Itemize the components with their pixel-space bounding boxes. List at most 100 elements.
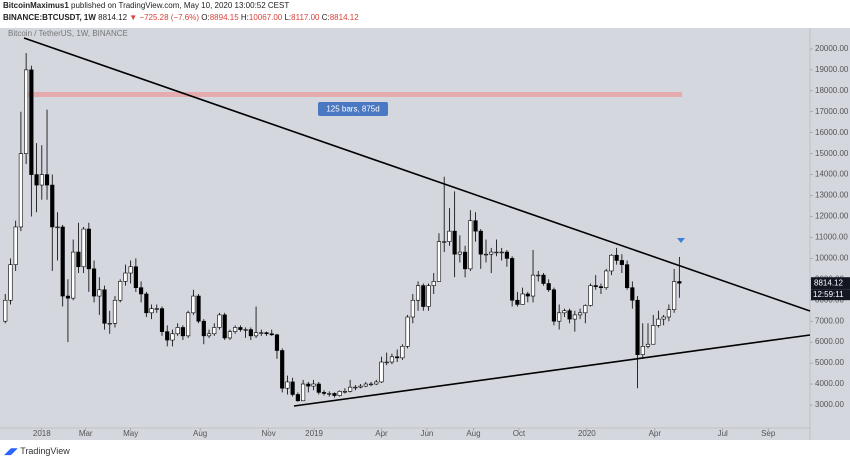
x-tick-label: 2020 [578,429,596,438]
ohlc-value: 10067.00 [248,13,283,22]
candle-body [656,318,661,326]
candle-body [577,312,583,316]
candle-body [264,332,269,335]
candle-body [645,343,651,347]
candle-body [327,393,332,395]
candle-body [29,69,34,175]
candle-body [379,361,384,383]
candle-body [342,391,347,393]
candle-body [410,299,415,318]
x-tick-label: Aug [193,429,207,438]
candle-body [259,332,264,334]
candle-body [405,316,410,347]
candle-body [13,226,18,265]
header: BitcoinMaximus1 published on TradingView… [0,0,850,28]
candle-body [457,251,462,255]
candle-body [60,226,65,297]
y-tick-label: 13000.00 [815,191,849,200]
x-tick-label: Apr [649,429,662,438]
x-tick-label: Jul [718,429,728,438]
candle-body [269,333,274,336]
symbol: BINANCE:BTCUSDT, 1W [3,13,96,22]
last-price: 8814.12 [98,13,128,22]
x-tick-label: Nov [261,429,275,438]
candle-body [374,381,379,385]
candle-body [55,226,60,229]
x-tick-label: Apr [375,429,388,438]
candle-body [149,308,154,314]
candle-body [630,287,635,301]
candle-body [123,272,128,282]
candle-body [65,295,71,299]
candle-body [384,361,389,364]
candle-body [196,295,201,322]
candle-body [583,305,588,314]
candle-body [541,274,546,284]
candle-body [139,287,144,295]
y-tick-label: 7000.00 [815,316,844,325]
brand: TradingView [20,446,70,456]
candle-body [609,254,614,272]
candle-body [285,381,290,389]
candle-body [567,310,572,320]
candle-body [337,391,342,396]
price-axis [810,28,850,440]
candle-body [311,383,316,387]
ohlc-value: 8814.12 [329,13,359,22]
candle-body [34,174,39,186]
y-tick-label: 11000.00 [815,233,848,242]
candle-body [619,260,624,265]
y-tick-label: 15000.00 [815,149,849,158]
candle-body [515,299,520,305]
candle-body [614,254,619,261]
y-tick-label: 6000.00 [815,337,844,346]
y-tick-label: 10000.00 [815,253,849,262]
candle-body [348,386,353,392]
publish-line: BitcoinMaximus1 published on TradingView… [3,1,289,10]
candle-body [489,251,494,255]
candle-body [39,174,44,186]
candle-body [510,258,515,301]
candle-body [452,230,457,255]
marker-arrow [677,238,685,243]
logo: ◢◤ [4,446,18,456]
candle-body [222,314,227,339]
candle-body [421,285,426,307]
candle-body [426,285,431,307]
candle-body [478,230,483,255]
price-tag [811,277,850,290]
candle-body [217,314,222,328]
range-box [318,102,388,116]
candle-body [389,356,395,363]
candle-body [253,332,259,337]
candle-body [201,320,206,337]
plot-area [0,28,810,428]
candle-body [520,293,525,305]
price-tag-label: 8814.12 [814,278,843,287]
y-tick-label: 16000.00 [815,128,849,137]
candle-body [233,327,238,332]
candle-body [295,394,300,402]
candle-body [280,350,285,389]
candle-body [154,308,159,310]
candle-body [666,309,671,318]
resistance-zone [28,92,682,97]
candle-body [468,220,473,270]
published: published on TradingView.com, May 10, 20… [71,1,290,10]
candle-body [44,174,50,186]
candle-body [243,329,248,331]
candle-body [463,251,468,270]
candle-body [301,383,306,402]
candle-body [353,386,358,389]
candle-body [118,281,123,301]
candle-body [180,327,185,337]
candle-body [436,241,442,282]
ohlc-label: C: [321,13,330,22]
time-axis [0,428,810,440]
candle-body [18,153,23,228]
x-tick-label: 2019 [305,429,323,438]
candle-body [97,289,102,297]
candle-body [625,264,630,288]
symbol-line: BINANCE:BTCUSDT, 1W 8814.12 ▼ −725.28 (−… [3,13,359,22]
